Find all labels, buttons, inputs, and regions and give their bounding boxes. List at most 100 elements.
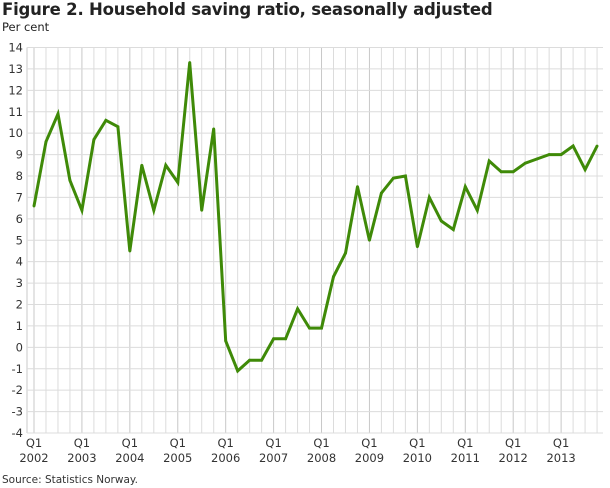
data-point: [583, 168, 587, 171]
data-point: [188, 61, 192, 64]
x-tick-label-year: 2003: [67, 451, 96, 465]
data-point: [415, 245, 419, 249]
x-axis: Q12002Q12003Q12004Q12005Q12006Q12007Q120…: [19, 436, 575, 465]
data-point: [212, 127, 216, 131]
y-tick-label: 5: [16, 233, 23, 247]
data-point: [499, 170, 503, 174]
x-tick-label-quarter: Q1: [74, 436, 90, 450]
data-point: [92, 138, 96, 141]
y-tick-label: 4: [16, 255, 23, 269]
series-line: [32, 62, 599, 374]
data-point: [356, 185, 359, 189]
data-point: [80, 208, 84, 212]
x-tick-label-year: 2008: [307, 451, 336, 465]
source-note: Source: Statistics Norway.: [2, 474, 138, 486]
data-point: [511, 170, 515, 174]
data-point: [571, 144, 575, 148]
y-tick-label: 8: [16, 169, 23, 183]
data-point: [152, 208, 156, 212]
x-tick-label-year: 2004: [115, 451, 144, 465]
x-tick-label-quarter: Q1: [505, 436, 521, 450]
y-tick-label: 12: [8, 83, 23, 97]
x-tick-label-year: 2013: [546, 451, 575, 465]
y-tick-label: 0: [16, 340, 23, 354]
x-tick-label-year: 2010: [403, 451, 432, 465]
data-point: [272, 337, 275, 341]
data-point: [475, 208, 479, 212]
y-tick-label: -3: [12, 405, 23, 419]
x-tick-label-quarter: Q1: [122, 436, 138, 450]
data-point: [236, 369, 240, 373]
data-point: [68, 178, 72, 182]
y-tick-label: 7: [16, 190, 23, 204]
data-point: [116, 125, 120, 129]
x-tick-label-year: 2005: [163, 451, 192, 465]
data-point: [224, 339, 228, 343]
data-point: [380, 191, 383, 195]
data-point: [403, 174, 407, 178]
y-tick-label: 13: [8, 62, 23, 76]
data-point: [164, 163, 168, 167]
data-point: [439, 219, 443, 223]
data-point: [56, 112, 60, 116]
data-point: [296, 307, 299, 311]
y-tick-label: 2: [16, 298, 23, 312]
data-point: [368, 238, 371, 242]
x-tick-label-quarter: Q1: [409, 436, 425, 450]
y-tick-label: -4: [12, 426, 23, 440]
y-tick-label: 9: [16, 148, 23, 162]
x-tick-label-year: 2002: [19, 451, 48, 465]
data-point: [463, 185, 467, 189]
data-point: [392, 176, 395, 180]
data-point: [260, 358, 264, 362]
x-tick-label-year: 2009: [355, 451, 384, 465]
x-tick-label-quarter: Q1: [553, 436, 569, 450]
data-point: [487, 159, 491, 163]
data-point: [595, 144, 599, 148]
y-tick-label: -2: [12, 383, 23, 397]
x-tick-label-year: 2007: [259, 451, 288, 465]
y-tick-label: 11: [8, 105, 23, 119]
data-point: [344, 251, 347, 255]
y-tick-label: 1: [16, 319, 23, 333]
x-tick-label-quarter: Q1: [361, 436, 377, 450]
y-tick-label: 10: [8, 126, 23, 140]
y-tick-label: 3: [16, 276, 23, 290]
y-tick-label: 14: [8, 41, 23, 55]
x-tick-label-year: 2011: [451, 451, 480, 465]
data-point: [535, 157, 539, 161]
x-tick-label-quarter: Q1: [170, 436, 186, 450]
data-point: [427, 196, 431, 199]
y-tick-label: 6: [16, 212, 23, 226]
data-point: [332, 275, 335, 279]
data-point: [559, 153, 563, 156]
x-tick-label-year: 2006: [211, 451, 240, 465]
data-point: [128, 249, 132, 253]
data-point: [176, 181, 180, 184]
y-tick-label: -1: [12, 362, 23, 376]
data-point: [32, 204, 36, 208]
x-tick-label-quarter: Q1: [313, 436, 329, 450]
chart-title: Figure 2. Household saving ratio, season…: [2, 0, 493, 19]
x-tick-label-quarter: Q1: [217, 436, 233, 450]
data-point: [104, 118, 108, 122]
data-point: [547, 153, 551, 156]
data-point: [44, 140, 48, 144]
grid: [26, 47, 603, 434]
x-tick-label-year: 2012: [499, 451, 528, 465]
x-tick-label-quarter: Q1: [26, 436, 42, 450]
data-point: [248, 358, 252, 362]
x-tick-label-quarter: Q1: [265, 436, 281, 450]
data-point: [308, 326, 311, 330]
data-point: [451, 228, 455, 231]
data-point: [523, 161, 527, 165]
data-point: [140, 163, 144, 167]
chart-subtitle: Per cent: [2, 20, 50, 34]
x-tick-label-quarter: Q1: [457, 436, 473, 450]
data-point: [200, 208, 204, 212]
series: [32, 61, 599, 374]
data-point: [284, 337, 287, 341]
data-point: [320, 326, 323, 330]
